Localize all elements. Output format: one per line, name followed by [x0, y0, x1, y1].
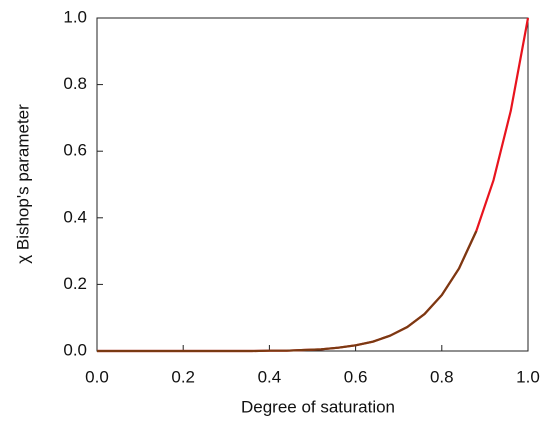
y-tick-label: 0.8: [63, 74, 87, 93]
x-axis-label: Degree of saturation: [241, 397, 395, 416]
y-tick-label: 0.6: [63, 141, 87, 160]
y-axis-label: χ Bishop's parameter: [13, 104, 32, 264]
x-tick-label: 0.8: [430, 367, 454, 386]
x-tick-label: 0.0: [85, 367, 109, 386]
y-tick-label: 0.0: [63, 340, 87, 359]
x-tick-label: 0.6: [344, 367, 368, 386]
x-tick-label: 0.4: [258, 367, 282, 386]
x-tick-label: 1.0: [516, 367, 540, 386]
y-tick-label: 0.4: [63, 207, 87, 226]
y-tick-label: 0.2: [63, 274, 87, 293]
x-tick-label: 0.2: [171, 367, 195, 386]
plot-frame: [96, 17, 529, 352]
data-line: [97, 230, 478, 353]
data-line: [97, 17, 530, 353]
y-tick-label: 1.0: [63, 7, 87, 26]
